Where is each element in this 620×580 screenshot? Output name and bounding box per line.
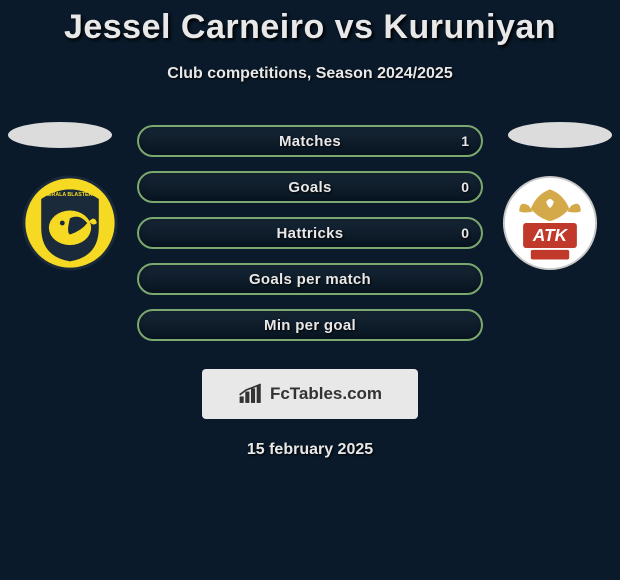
team-badge-left: KERALA BLASTERS	[22, 175, 118, 271]
stat-label: Goals per match	[249, 271, 371, 288]
comparison-card: Jessel Carneiro vs Kuruniyan Club compet…	[0, 0, 620, 459]
stat-label: Matches	[279, 133, 341, 150]
svg-text:KERALA BLASTERS: KERALA BLASTERS	[44, 192, 96, 198]
stat-bars: Matches 1 Goals 0 Hattricks 0 Goals per …	[137, 125, 483, 341]
watermark: FcTables.com	[202, 369, 418, 419]
stat-label: Min per goal	[264, 317, 356, 334]
stat-bar-min-per-goal: Min per goal	[137, 309, 483, 341]
page-title: Jessel Carneiro vs Kuruniyan	[0, 8, 620, 47]
bar-chart-icon	[238, 383, 264, 405]
stat-bar-hattricks: Hattricks 0	[137, 217, 483, 249]
atk-logo-icon: ATK	[502, 175, 598, 271]
svg-text:ATK: ATK	[532, 225, 569, 245]
stat-bar-goals-per-match: Goals per match	[137, 263, 483, 295]
player-marker-right	[508, 122, 612, 148]
date: 15 february 2025	[0, 441, 620, 459]
team-badge-right: ATK	[502, 175, 598, 271]
stats-area: KERALA BLASTERS ATK Matches 1 Goals	[0, 125, 620, 355]
stat-value-right: 0	[461, 179, 469, 195]
subtitle: Club competitions, Season 2024/2025	[0, 65, 620, 83]
stat-label: Hattricks	[277, 225, 344, 242]
stat-value-right: 1	[461, 133, 469, 149]
kerala-blasters-logo-icon: KERALA BLASTERS	[22, 175, 118, 271]
stat-label: Goals	[288, 179, 331, 196]
stat-bar-matches: Matches 1	[137, 125, 483, 157]
stat-bar-goals: Goals 0	[137, 171, 483, 203]
player-marker-left	[8, 122, 112, 148]
stat-value-right: 0	[461, 225, 469, 241]
watermark-text: FcTables.com	[270, 384, 382, 404]
